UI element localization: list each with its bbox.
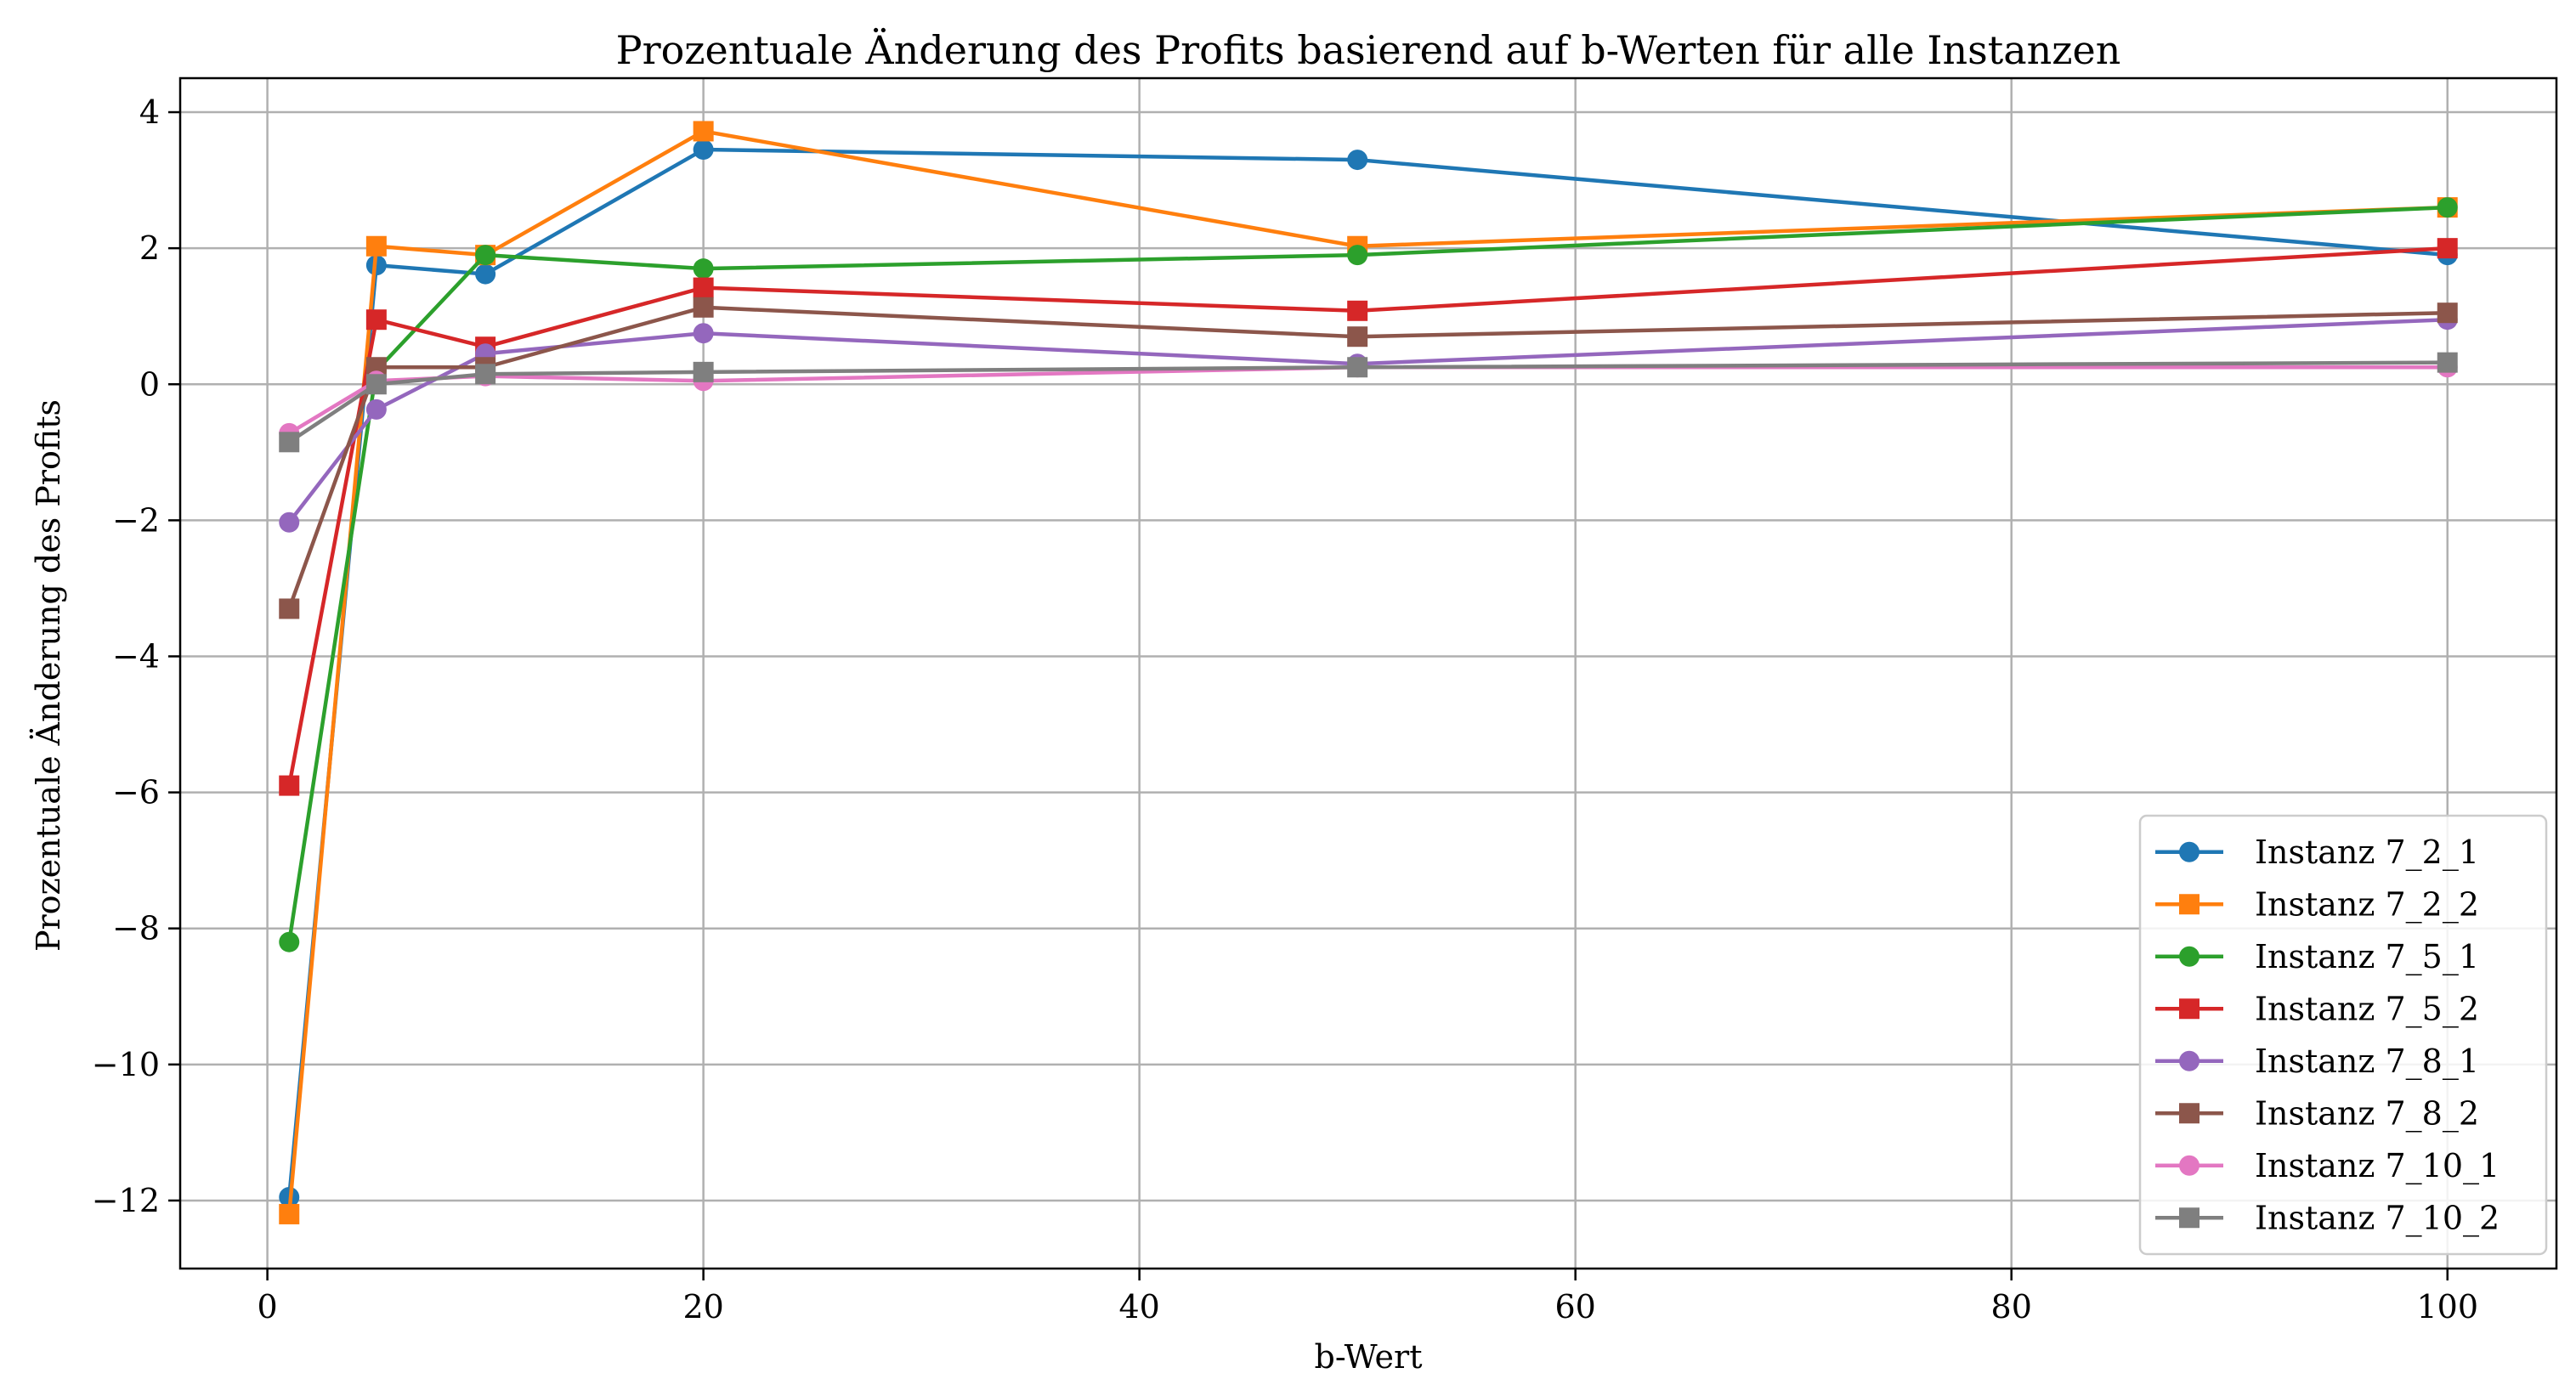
series-instanz-7_5_2 <box>279 238 2458 796</box>
y-tick-label: −6 <box>112 774 160 811</box>
legend-marker <box>2179 1155 2200 1176</box>
data-point <box>693 277 714 298</box>
data-point <box>475 245 496 266</box>
legend-marker <box>2179 1207 2200 1229</box>
legend-entry: Instanz 7_8_2 <box>2155 1094 2479 1133</box>
legend-box <box>2138 814 2548 1256</box>
legend-marker <box>2179 946 2200 967</box>
x-tick-label: 0 <box>258 1288 278 1325</box>
legend-entry: Instanz 7_10_2 <box>2155 1199 2500 1237</box>
data-point <box>475 364 496 385</box>
legend-label: Instanz 7_10_1 <box>2255 1147 2500 1185</box>
data-point <box>279 511 300 533</box>
series-line <box>287 246 2449 788</box>
data-point <box>365 235 387 257</box>
data-point <box>1347 245 1368 266</box>
data-point <box>365 398 387 420</box>
y-tick-label: −8 <box>112 910 160 947</box>
data-point <box>475 263 496 285</box>
x-tick-label: 80 <box>1991 1288 2032 1325</box>
series-line <box>287 317 2449 525</box>
series-instanz-7_10_2 <box>279 352 2458 453</box>
grid <box>180 78 2556 1269</box>
data-point <box>365 374 387 395</box>
data-point <box>693 139 714 161</box>
legend-label: Instanz 7_2_1 <box>2255 834 2479 872</box>
data-point <box>1347 150 1368 171</box>
legend: Instanz 7_2_1 Instanz 7_2_2 Instanz 7_5_1 I… <box>2138 814 2548 1256</box>
data-point <box>365 309 387 331</box>
series-line <box>287 205 2449 944</box>
data-point <box>2437 302 2458 324</box>
plot-series <box>279 121 2458 1224</box>
legend-entry: Instanz 7_2_2 <box>2155 885 2479 924</box>
x-tick-label: 40 <box>1118 1288 1159 1325</box>
legend-label: Instanz 7_8_2 <box>2255 1094 2479 1133</box>
legend-label: Instanz 7_8_1 <box>2255 1043 2479 1081</box>
data-point <box>279 432 300 453</box>
y-tick-label: −4 <box>112 637 160 675</box>
legend-label: Instanz 7_2_2 <box>2255 885 2479 924</box>
x-axis-label: b-Wert <box>1315 1338 1423 1376</box>
chart-title: Prozentuale Änderung des Profits basiere… <box>616 27 2121 73</box>
series-line <box>287 360 2449 444</box>
y-tick-label: −10 <box>92 1046 160 1083</box>
x-tick-label: 20 <box>682 1288 723 1325</box>
legend-entry: Instanz 7_10_1 <box>2155 1147 2500 1185</box>
legend-marker <box>2179 841 2200 862</box>
legend-marker <box>2179 1050 2200 1071</box>
y-tick-label: −12 <box>92 1182 160 1219</box>
y-axis-label: Prozentuale Änderung des Profits <box>30 399 67 952</box>
data-point <box>693 361 714 382</box>
y-tick-label: 2 <box>139 229 160 267</box>
y-tick-label: 4 <box>139 93 160 131</box>
x-tick-label: 100 <box>2416 1288 2478 1325</box>
legend-label: Instanz 7_10_2 <box>2255 1199 2500 1237</box>
data-point <box>279 1203 300 1224</box>
series-line <box>287 305 2449 611</box>
legend-label: Instanz 7_5_2 <box>2255 990 2479 1028</box>
legend-marker <box>2179 894 2200 915</box>
data-point <box>279 598 300 619</box>
plot-frame <box>178 76 2558 1270</box>
data-point <box>1347 326 1368 348</box>
data-point <box>279 775 300 796</box>
data-point <box>2437 238 2458 259</box>
data-point <box>693 297 714 318</box>
x-tick-label: 60 <box>1555 1288 1596 1325</box>
data-point <box>2437 197 2458 218</box>
legend-entry: Instanz 7_5_1 <box>2155 938 2479 976</box>
data-point <box>1347 357 1368 378</box>
data-point <box>1347 300 1368 321</box>
axis-ticks: 0 20 40 60 80 100 −12 −10 −8 −6 −4 −2 0 2 4 <box>92 93 2478 1325</box>
legend-entry: Instanz 7_5_2 <box>2155 990 2479 1028</box>
data-point <box>2437 352 2458 373</box>
legend-marker <box>2179 1103 2200 1124</box>
data-point <box>279 931 300 952</box>
legend-label: Instanz 7_5_1 <box>2255 938 2479 976</box>
y-tick-label: 0 <box>139 365 160 403</box>
y-tick-label: −2 <box>112 501 160 539</box>
legend-entry: Instanz 7_8_1 <box>2155 1043 2479 1081</box>
data-point <box>693 258 714 280</box>
legend-marker <box>2179 998 2200 1020</box>
data-point <box>693 121 714 142</box>
legend-entry: Instanz 7_2_1 <box>2155 834 2479 872</box>
data-point <box>693 323 714 344</box>
